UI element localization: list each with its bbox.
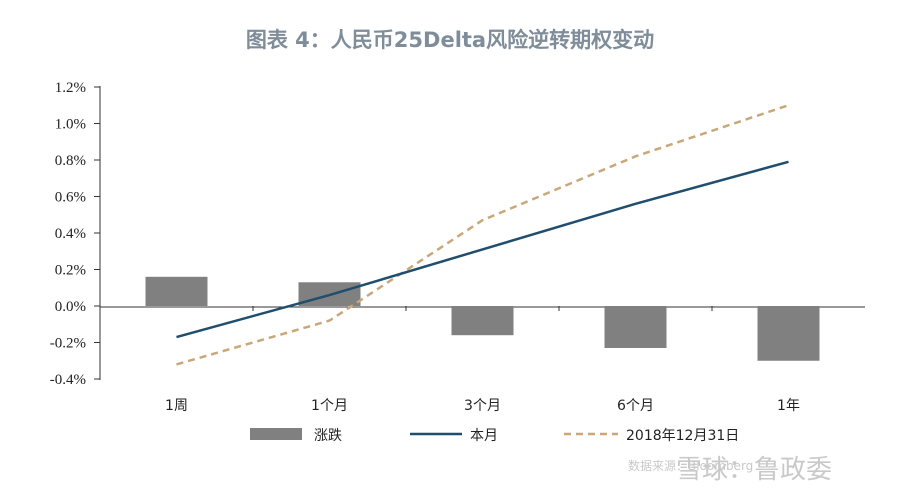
y-tick-label: 1.0%: [55, 117, 86, 133]
y-tick-label: -0.2%: [50, 336, 86, 352]
x-category-label: 6个月: [617, 398, 654, 414]
line-series-solid: [176, 160, 789, 339]
y-tick-label: 0.8%: [55, 153, 86, 169]
y-tick-label: 1.2%: [55, 80, 86, 96]
watermark-source: 数据来源：Bloomberg: [628, 458, 753, 473]
x-category-label: 1个月: [311, 398, 348, 414]
x-axis-labels: 1周 1个月 3个月 6个月 1年: [165, 398, 800, 414]
legend-label-dashed-line: 2018年12月31日: [626, 428, 739, 444]
y-axis-ticks: 1.2% 1.0% 0.8% 0.6% 0.4% 0.2% 0.0% -0.2% -0.4%: [50, 80, 713, 388]
watermark-brand: 雪球：鲁政委: [676, 455, 832, 485]
legend: 涨跌 本月 2018年12月31日: [250, 428, 739, 444]
y-tick-label: 0.0%: [55, 299, 86, 315]
line-series-dashed: [176, 104, 789, 366]
y-tick-label: 0.4%: [55, 226, 86, 242]
legend-swatch-bar: [250, 428, 302, 440]
y-tick-label: 0.6%: [55, 190, 86, 206]
x-category-label: 1周: [165, 398, 188, 414]
bar: [604, 306, 667, 348]
legend-label-bar: 涨跌: [314, 428, 342, 444]
bar: [145, 276, 208, 306]
x-category-label: 3个月: [464, 398, 501, 414]
x-category-label: 1年: [777, 398, 800, 414]
y-tick-label: -0.4%: [50, 372, 86, 388]
bar-series: [145, 276, 820, 361]
watermark: 数据来源：Bloomberg 雪球：鲁政委: [628, 455, 832, 485]
bar: [757, 306, 820, 361]
chart-title: 图表 4：人民币25Delta风险逆转期权变动: [245, 28, 655, 52]
y-tick-label: 0.2%: [55, 263, 86, 279]
line-series: [176, 104, 789, 366]
legend-label-solid-line: 本月: [470, 428, 498, 444]
bar: [451, 306, 514, 336]
